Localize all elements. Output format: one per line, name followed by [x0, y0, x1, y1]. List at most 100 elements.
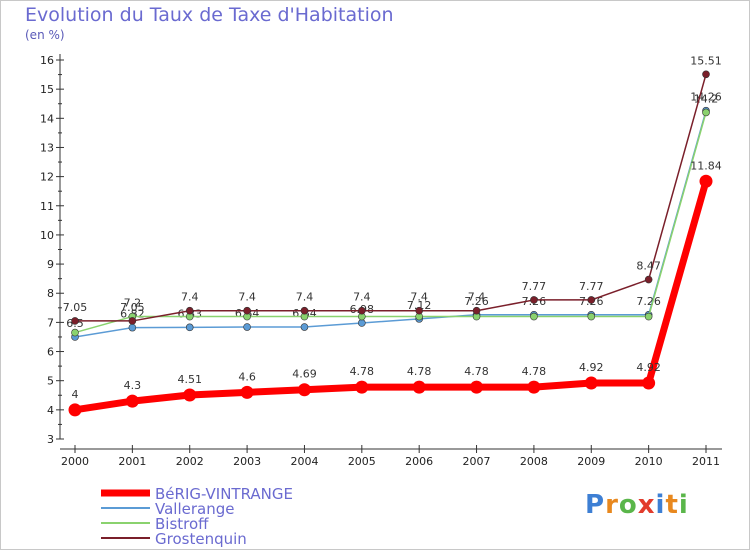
- data-point: [644, 312, 653, 321]
- data-label: 7.12: [407, 299, 432, 312]
- y-tick-label: 8: [47, 287, 54, 300]
- data-point: [300, 306, 309, 315]
- data-point: [527, 380, 541, 394]
- data-label: 4.78: [464, 365, 489, 378]
- data-label: 4: [72, 388, 79, 401]
- data-point: [185, 306, 194, 315]
- data-label: 8.47: [636, 260, 661, 273]
- data-point: [530, 296, 538, 304]
- data-point: [240, 385, 254, 399]
- y-tick-label: 16: [40, 54, 54, 67]
- logo-letter: o: [618, 490, 638, 520]
- data-point: [642, 376, 656, 390]
- series-line: [74, 109, 707, 338]
- data-label: 4.51: [177, 373, 202, 386]
- data-point: [530, 312, 538, 321]
- logo-letter: t: [665, 490, 679, 520]
- data-label: 7.4: [296, 291, 314, 304]
- x-tick-label: 2009: [577, 455, 605, 468]
- data-label: 7.77: [522, 280, 547, 293]
- data-label: 7.2: [124, 297, 142, 310]
- proxiti-logo: Proxiti: [585, 490, 689, 520]
- x-tick-label: 2008: [520, 455, 548, 468]
- series-line: [74, 73, 707, 322]
- series-line: [71, 177, 710, 414]
- y-tick-label: 9: [47, 258, 54, 271]
- data-point: [68, 403, 82, 417]
- data-label: 7.77: [579, 280, 604, 293]
- logo-letter: i: [678, 490, 689, 520]
- data-point: [355, 380, 369, 394]
- y-tick-label: 14: [40, 112, 54, 125]
- x-tick-label: 2010: [635, 455, 663, 468]
- x-tick-label: 2011: [692, 455, 720, 468]
- data-label: 7.4: [181, 291, 199, 304]
- x-tick-label: 2003: [233, 455, 261, 468]
- data-label: 4.78: [350, 365, 375, 378]
- logo-letter: r: [605, 490, 619, 520]
- x-tick-label: 2004: [290, 455, 318, 468]
- logo-letter: i: [655, 490, 666, 520]
- y-tick-label: 13: [40, 141, 54, 154]
- logo-letter: P: [585, 490, 606, 520]
- logo-letter: x: [637, 490, 656, 520]
- data-point: [183, 388, 197, 402]
- data-label: 7.05: [63, 301, 88, 314]
- data-point: [702, 70, 710, 79]
- data-point: [702, 108, 710, 117]
- data-point: [415, 306, 423, 315]
- y-tick-label: 5: [47, 375, 54, 388]
- data-point: [358, 319, 366, 327]
- data-point: [185, 323, 194, 332]
- data-label: 4.92: [579, 361, 604, 374]
- data-point: [587, 312, 596, 321]
- data-label: 7.4: [238, 291, 256, 304]
- legend-label: BéRIG-VINTRANGE: [155, 485, 293, 503]
- data-point: [243, 323, 251, 331]
- data-point: [71, 328, 79, 337]
- data-label: 4.78: [522, 365, 547, 378]
- y-tick-label: 7: [47, 316, 54, 329]
- series-line: [74, 111, 707, 334]
- x-tick-label: 2006: [405, 455, 433, 468]
- data-point: [587, 296, 596, 304]
- x-tick-label: 2000: [61, 455, 89, 468]
- data-point: [470, 380, 484, 394]
- y-tick-label: 10: [40, 229, 54, 242]
- legend-label: Grostenquin: [155, 530, 247, 548]
- data-point: [71, 317, 79, 325]
- x-tick-label: 2007: [463, 455, 491, 468]
- data-point: [243, 306, 251, 315]
- data-label: 4.78: [407, 365, 432, 378]
- data-point: [412, 380, 426, 394]
- legend-label: Bistroff: [155, 515, 209, 533]
- data-point: [472, 306, 481, 315]
- y-tick-label: 15: [40, 83, 54, 96]
- data-point: [125, 394, 139, 408]
- data-label: 11.84: [690, 159, 722, 172]
- data-point: [644, 275, 653, 284]
- data-point: [297, 383, 311, 397]
- data-label: 4.69: [292, 368, 317, 381]
- x-tick-label: 2005: [348, 455, 376, 468]
- y-tick-label: 3: [47, 433, 54, 446]
- chart-unit-label: (en %): [25, 28, 65, 42]
- data-point: [699, 174, 713, 188]
- y-tick-label: 4: [47, 404, 54, 417]
- data-label: 7.05: [120, 301, 145, 314]
- legend-label: Vallerange: [155, 500, 234, 518]
- x-tick-label: 2001: [118, 455, 146, 468]
- data-label: 7.4: [410, 291, 428, 304]
- data-label: 7.26: [464, 295, 489, 308]
- data-label: 4.6: [238, 370, 256, 383]
- data-point: [300, 323, 309, 331]
- data-label: 4.3: [124, 379, 142, 392]
- data-point: [358, 306, 366, 315]
- data-label: 7.4: [468, 291, 486, 304]
- y-tick-label: 12: [40, 171, 54, 184]
- data-point: [584, 376, 598, 390]
- data-label: 4.92: [636, 361, 661, 374]
- data-label: 7.26: [636, 295, 661, 308]
- y-tick-label: 6: [47, 346, 54, 359]
